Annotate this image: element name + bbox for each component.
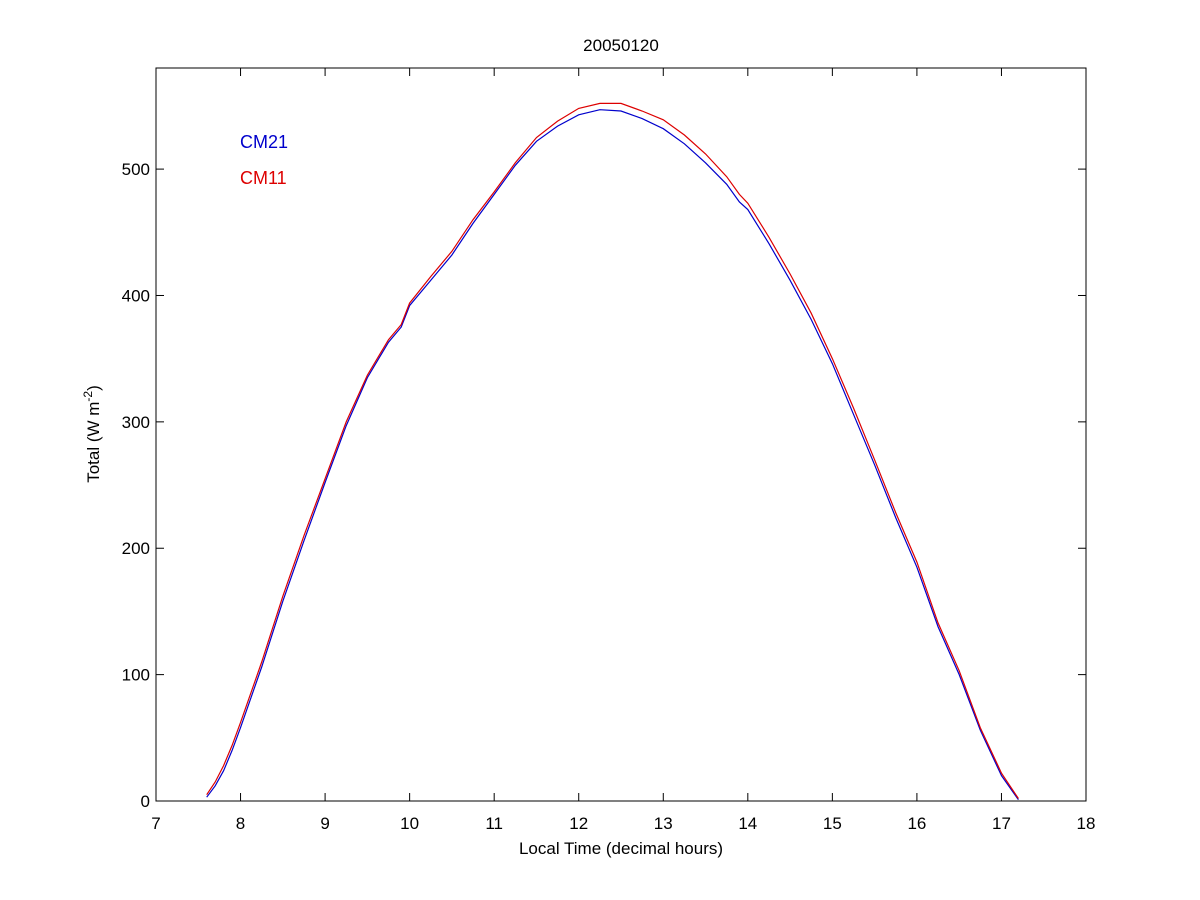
legend: CM21 CM11 — [240, 132, 288, 188]
y-tick-label: 200 — [122, 539, 150, 558]
x-tick-label: 17 — [992, 814, 1011, 833]
y-axis-ticks: 0 100 200 300 400 500 — [122, 160, 1086, 811]
legend-entry-cm21: CM21 — [240, 132, 288, 152]
x-tick-label: 18 — [1077, 814, 1096, 833]
x-axis-label: Local Time (decimal hours) — [519, 839, 723, 858]
y-tick-label: 500 — [122, 160, 150, 179]
x-tick-label: 10 — [400, 814, 419, 833]
y-tick-label: 300 — [122, 413, 150, 432]
y-axis-label-close: ) — [84, 385, 103, 391]
x-tick-label: 12 — [569, 814, 588, 833]
y-axis-label-exponent: -2 — [81, 391, 95, 402]
legend-entry-cm11: CM11 — [240, 168, 287, 188]
x-tick-label: 9 — [320, 814, 329, 833]
y-tick-label: 400 — [122, 286, 150, 305]
x-tick-label: 15 — [823, 814, 842, 833]
x-tick-label: 11 — [485, 814, 503, 833]
chart-title: 20050120 — [583, 36, 659, 55]
x-tick-label: 16 — [907, 814, 926, 833]
y-tick-label: 0 — [141, 792, 150, 811]
x-tick-label: 7 — [151, 814, 160, 833]
plot-area — [155, 67, 1087, 802]
y-axis-label-base: Total (W m — [84, 402, 103, 483]
series-line-cm11 — [206, 102, 1019, 799]
y-axis-label: Total (W m-2) — [81, 385, 103, 483]
x-tick-label: 13 — [654, 814, 673, 833]
x-tick-label: 8 — [236, 814, 245, 833]
series-line-cm21 — [206, 109, 1019, 801]
y-tick-label: 100 — [122, 666, 150, 685]
x-tick-label: 14 — [738, 814, 757, 833]
x-axis-ticks: 7 8 9 10 11 12 13 14 15 16 17 18 — [151, 68, 1095, 833]
series-layer — [206, 102, 1019, 801]
